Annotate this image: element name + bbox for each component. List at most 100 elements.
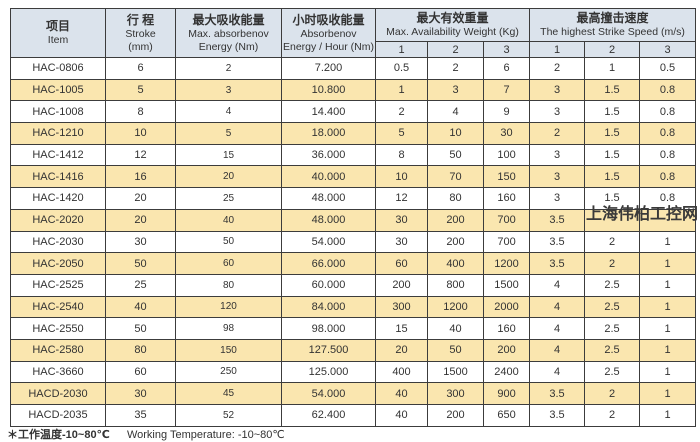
table-row: HAC-1005 5 3 10.800 1 3 7 3 1.5 0.8 — [10, 78, 697, 102]
cell-w3: 7 — [482, 78, 531, 102]
cell-s1: 4 — [529, 360, 586, 384]
table-row: HAC-1416 16 20 40.000 10 70 150 3 1.5 0.8 — [10, 165, 697, 189]
cell-s1: 3.5 — [529, 382, 586, 405]
cell-w3: 650 — [482, 404, 531, 427]
cell-max-energy: 15 — [175, 143, 282, 167]
cell-model: HAC-2540 — [10, 295, 106, 319]
cell-hour-energy: 48.000 — [281, 187, 376, 210]
cell-w1: 1 — [375, 78, 428, 102]
cell-w2: 3 — [427, 78, 484, 102]
header-max-energy-en1: Max. absorbenov — [188, 27, 269, 40]
table-row: HAC-2540 40 120 84.000 300 1200 2000 4 2.5 1 — [10, 295, 697, 319]
cell-hour-energy: 48.000 — [281, 208, 376, 232]
cell-s1: 2 — [529, 122, 586, 145]
header-weight-sub-1: 1 — [375, 41, 428, 58]
cell-s3: 0.8 — [639, 187, 697, 210]
header-stroke-en: Stroke — [125, 27, 156, 40]
header-speed-sub-3: 3 — [639, 41, 697, 58]
cell-max-energy: 45 — [175, 382, 282, 405]
header-speed-zh: 最高撞击速度 — [576, 11, 649, 26]
cell-w3: 100 — [482, 143, 531, 167]
cell-w1: 0.5 — [375, 57, 428, 80]
cell-max-energy: 20 — [175, 165, 282, 189]
cell-stroke: 50 — [105, 317, 176, 340]
cell-s1: 2 — [529, 57, 586, 80]
cell-hour-energy: 10.800 — [281, 78, 376, 102]
cell-w3: 2400 — [482, 360, 531, 384]
cell-w3: 160 — [482, 187, 531, 210]
watermark: 上海伟柏工控网 — [586, 206, 699, 223]
cell-w3: 160 — [482, 317, 531, 340]
cell-s3: 1 — [639, 273, 697, 297]
cell-w2: 70 — [427, 165, 484, 189]
cell-w3: 200 — [482, 338, 531, 362]
cell-w1: 15 — [375, 317, 428, 340]
cell-hour-energy: 54.000 — [281, 230, 376, 254]
cell-hour-energy: 125.000 — [281, 360, 376, 384]
cell-s3: 0.8 — [639, 78, 697, 102]
cell-hour-energy: 14.400 — [281, 100, 376, 124]
cell-stroke: 35 — [105, 404, 176, 427]
cell-s1: 3 — [529, 187, 586, 210]
cell-s1: 4 — [529, 317, 586, 340]
cell-max-energy: 98 — [175, 317, 282, 340]
cell-s2: 2 — [584, 230, 641, 254]
cell-s3: 1 — [639, 338, 697, 362]
spec-table-body: HAC-0806 6 2 7.200 0.5 2 6 2 1 0.5 HAC-1005 5 3 10.80… — [10, 57, 697, 427]
cell-s1: 3.5 — [529, 404, 586, 427]
cell-w1: 200 — [375, 273, 428, 297]
cell-max-energy: 3 — [175, 78, 282, 102]
cell-hour-energy: 40.000 — [281, 165, 376, 189]
cell-s2: 2.5 — [584, 273, 641, 297]
cell-w2: 10 — [427, 122, 484, 145]
footnote-en: Working Temperature: -10~80℃ — [126, 429, 285, 441]
cell-w1: 10 — [375, 165, 428, 189]
cell-s1: 3.5 — [529, 230, 586, 254]
cell-hour-energy: 54.000 — [281, 382, 376, 405]
header-cell-max-energy: 最大吸收能量 Max. absorbenov Energy (Nm) — [175, 8, 282, 58]
cell-s1: 3.5 — [529, 208, 586, 232]
cell-w1: 400 — [375, 360, 428, 384]
cell-w2: 1200 — [427, 295, 484, 319]
table-row: HAC-1420 20 25 48.000 12 80 160 3 1.5 0.8 — [10, 187, 697, 210]
cell-hour-energy: 36.000 — [281, 143, 376, 167]
cell-model: HACD-2030 — [10, 382, 106, 405]
cell-s3: 1 — [639, 404, 697, 427]
table-header: 项目 Item 行 程 Stroke (mm) 最大吸收能量 Max. abso… — [10, 8, 697, 58]
cell-s1: 3 — [529, 143, 586, 167]
cell-s2: 2 — [584, 382, 641, 405]
header-stroke-unit: (mm) — [128, 40, 153, 53]
header-hour-energy-en1: Absorbenov — [300, 27, 357, 40]
cell-w1: 12 — [375, 187, 428, 210]
cell-s1: 3 — [529, 165, 586, 189]
cell-s3: 0.8 — [639, 143, 697, 167]
cell-w3: 700 — [482, 208, 531, 232]
cell-w2: 200 — [427, 404, 484, 427]
cell-model: HAC-0806 — [10, 57, 106, 80]
cell-s3: 1 — [639, 230, 697, 254]
cell-w2: 50 — [427, 143, 484, 167]
header-weight-en: Max. Availability Weight (Kg) — [386, 26, 519, 39]
cell-w1: 300 — [375, 295, 428, 319]
cell-w3: 6 — [482, 57, 531, 80]
header-weight-zh: 最大有效重量 — [416, 11, 489, 26]
cell-model: HACD-2035 — [10, 404, 106, 427]
cell-hour-energy: 60.000 — [281, 273, 376, 297]
cell-model: HAC-1416 — [10, 165, 106, 189]
cell-w1: 60 — [375, 252, 428, 275]
table-row: HAC-1412 12 15 36.000 8 50 100 3 1.5 0.8 — [10, 143, 697, 167]
cell-s2: 2 — [584, 404, 641, 427]
cell-s2: 2.5 — [584, 317, 641, 340]
cell-model: HAC-2020 — [10, 208, 106, 232]
cell-s1: 4 — [529, 273, 586, 297]
cell-stroke: 8 — [105, 100, 176, 124]
footnote: ＊工作温度-10~80℃ Working Temperature: -10~80… — [7, 426, 285, 442]
header-speed-sub-1: 1 — [529, 41, 586, 58]
cell-stroke: 40 — [105, 295, 176, 319]
header-weight-sub-2: 2 — [427, 41, 484, 58]
cell-w2: 2 — [427, 57, 484, 80]
header-cell-item: 项目 Item — [10, 8, 106, 58]
cell-s2: 1.5 — [584, 187, 641, 210]
cell-max-energy: 150 — [175, 338, 282, 362]
cell-w2: 200 — [427, 230, 484, 254]
